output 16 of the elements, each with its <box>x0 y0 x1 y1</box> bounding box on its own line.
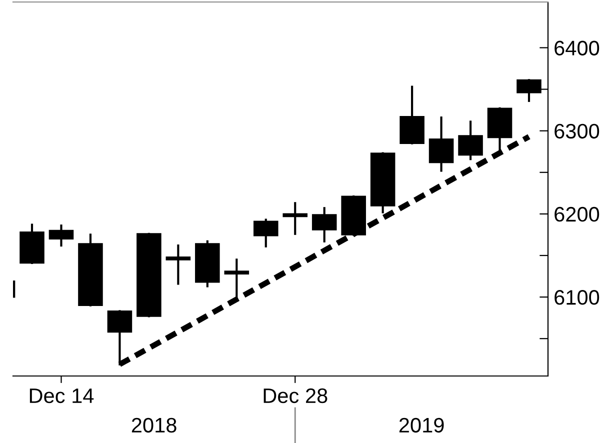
text: 2018 <box>132 418 176 433</box>
x-tick-label: Dec 28 <box>264 388 328 404</box>
y-tick-label: 6300 <box>554 124 600 139</box>
candlestick <box>282 202 308 235</box>
candlestick <box>312 207 337 242</box>
candlestick <box>166 244 191 285</box>
candlestick <box>224 258 250 300</box>
x-tick-label: Dec 14 <box>30 388 94 404</box>
candlestick <box>428 116 454 172</box>
text: 2019 <box>399 418 444 433</box>
y-tick-label: 6400 <box>554 40 600 56</box>
y-tick-label: 6100 <box>554 290 600 305</box>
candlestick <box>253 218 278 248</box>
candlestick <box>458 120 483 160</box>
y-tick-label: 6200 <box>554 206 600 222</box>
candlestick <box>48 224 74 247</box>
